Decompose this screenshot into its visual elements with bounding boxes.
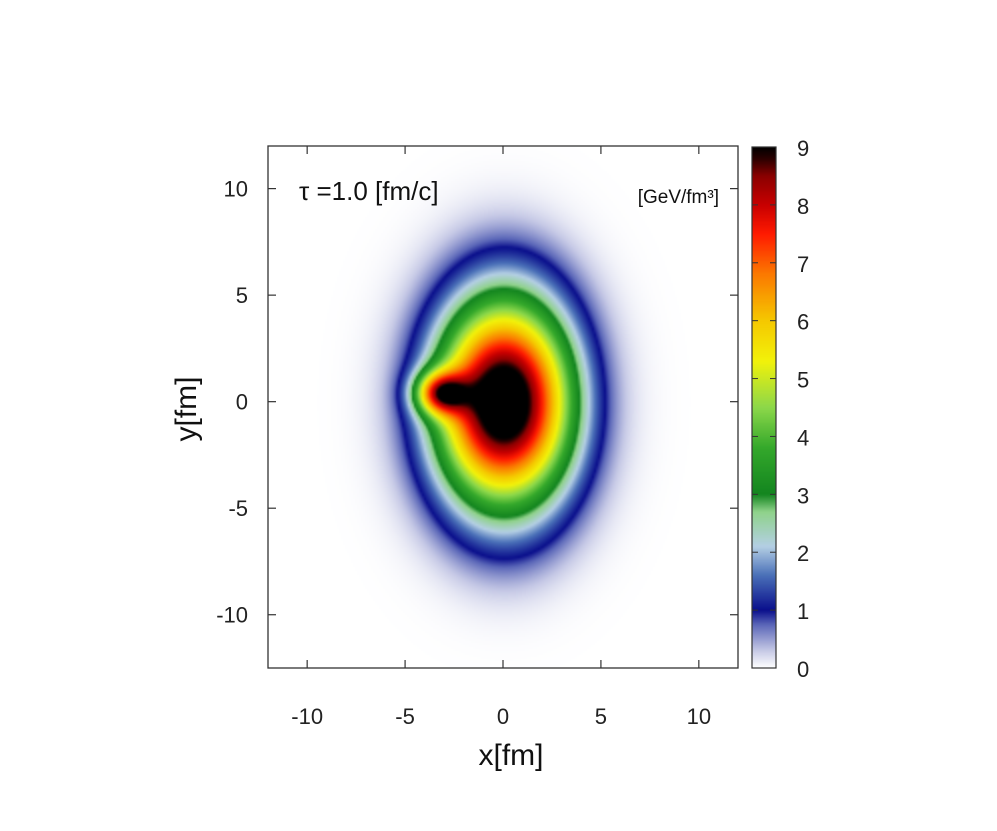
colorbar-tick-label: 2 <box>797 541 809 566</box>
colorbar-frame <box>751 146 777 669</box>
y-tick-label: -10 <box>216 603 248 628</box>
y-axis-ticks: 10 5 0 -5 -10 <box>216 177 738 628</box>
x-axis-ticks: -10 -5 0 5 10 <box>291 146 711 729</box>
x-tick-label: -10 <box>291 704 323 729</box>
y-tick-label: -5 <box>228 496 248 521</box>
colorbar-tick-label: 9 <box>797 136 809 161</box>
colorbar-gradient <box>752 147 776 668</box>
colorbar-tick-label: 3 <box>797 483 809 508</box>
y-axis-title: y[fm] <box>170 377 203 442</box>
x-tick-label: -5 <box>395 704 415 729</box>
time-annotation: τ =1.0 [fm/c] <box>299 176 439 206</box>
colorbar-tick-label: 5 <box>797 368 809 393</box>
colorbar-tick-label: 0 <box>797 657 809 682</box>
colorbar-ticks: 0 1 2 3 4 5 6 7 8 9 <box>752 136 809 682</box>
heatmap-image-group <box>268 146 738 668</box>
colorbar-unit-label: [GeV/fm³] <box>638 187 719 208</box>
x-tick-label: 5 <box>595 704 607 729</box>
energy-density-heatmap <box>268 146 738 668</box>
y-tick-label: 0 <box>236 390 248 415</box>
x-tick-label: 0 <box>497 704 509 729</box>
y-tick-label: 5 <box>236 283 248 308</box>
colorbar-tick-label: 1 <box>797 599 809 624</box>
colorbar-tick-label: 7 <box>797 252 809 277</box>
colorbar-tick-label: 8 <box>797 194 809 219</box>
x-axis-title: x[fm] <box>479 739 544 772</box>
x-tick-label: 10 <box>687 704 711 729</box>
colorbar: 0 1 2 3 4 5 6 7 8 9 <box>751 136 809 682</box>
y-tick-label: 10 <box>224 177 248 202</box>
colorbar-tick-label: 4 <box>797 425 809 450</box>
colorbar-tick-label: 6 <box>797 310 809 335</box>
